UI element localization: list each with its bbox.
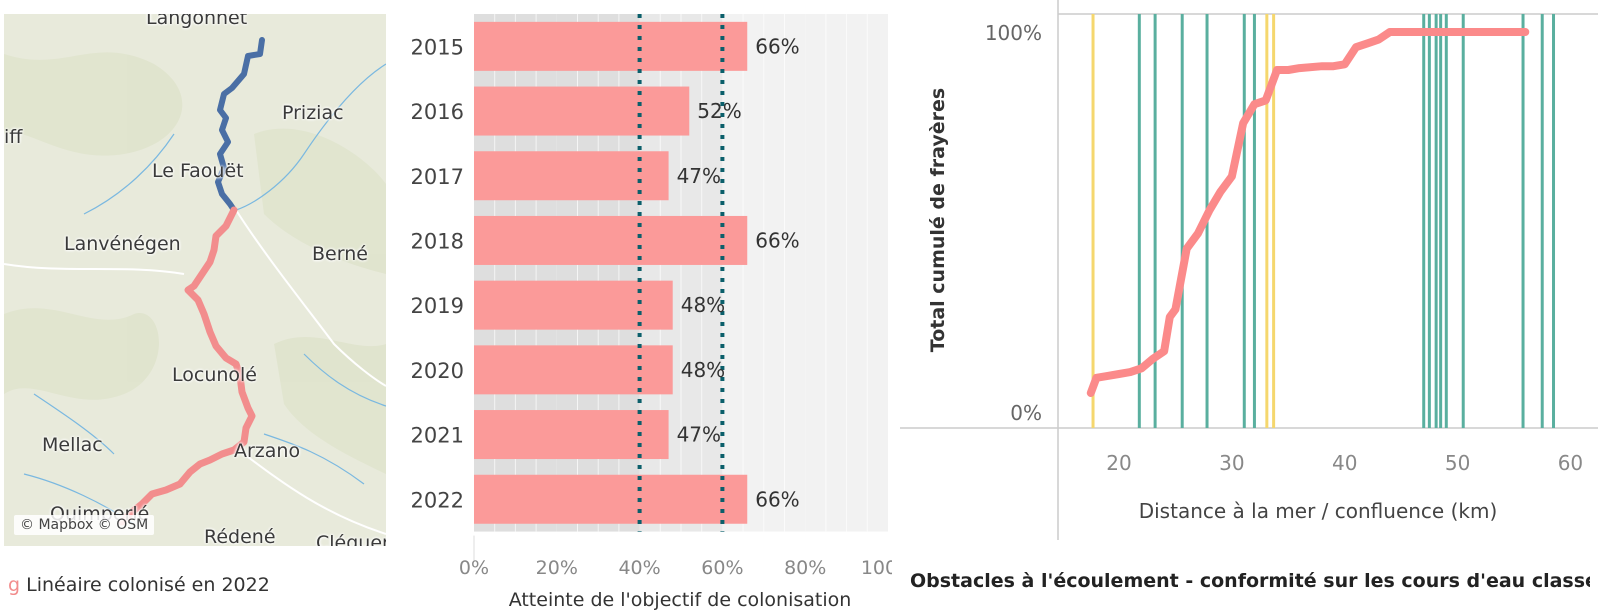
map-legend: g Linéaire colonisé en 2022: [8, 574, 270, 596]
map-label-locunole: Locunolé: [172, 364, 257, 386]
map-label-arzano: Arzano: [234, 440, 301, 462]
bar-chart-value-labels: 66% 52% 47% 66% 48% 48% 47% 66%: [677, 34, 800, 511]
map-attribution[interactable]: © Mapbox © OSM: [14, 515, 155, 535]
bar-x-tick-5: 100%: [861, 557, 892, 579]
bar-value-label-2021: 47%: [677, 423, 721, 447]
bar-2018: [474, 215, 748, 265]
obstacles-section-title: Obstacles à l'écoulement - conformité su…: [910, 570, 1590, 592]
map-label-langonnet: Langonnet: [146, 14, 248, 29]
map-label-cleguer: Cléguer: [316, 532, 386, 546]
line-chart-series: [1086, 28, 1530, 397]
map-label-priziac: Priziac: [282, 102, 344, 124]
bar-2022: [474, 474, 748, 524]
y-tick-0: 0%: [1010, 401, 1042, 425]
line-chart-y-axis-title: Total cumulé de frayères: [927, 88, 949, 352]
river-colonised-segment: [118, 206, 256, 526]
terrain-shading: [4, 52, 386, 474]
bar-value-label-2017: 47%: [677, 164, 721, 188]
map-label-iff: iff: [4, 126, 23, 148]
bar-2021: [474, 410, 669, 460]
bar-x-tick-2: 40%: [618, 557, 660, 579]
map-label-le-faouet: Le Faouët: [152, 160, 244, 182]
bar-value-label-2022: 66%: [755, 487, 799, 511]
bar-category-label-2021: 2021: [411, 424, 464, 448]
bar-chart-reference-lines: [637, 14, 725, 532]
colonisation-bar-chart: 66%52%47%66%48%48%47%66% 201520162017201…: [411, 14, 892, 611]
line-chart-y-ticks: 100% 0%: [985, 21, 1042, 425]
bar-category-label-2017: 2017: [411, 165, 464, 189]
cumulative-series-line-0: [1086, 28, 1530, 397]
x-tick-30: 30: [1219, 451, 1244, 475]
map-canvas: [4, 37, 386, 535]
bar-2016: [474, 86, 690, 136]
bar-x-tick-1: 20%: [536, 557, 578, 579]
cumulative-spawning-chart: 100% 0% 20 30 40 50 60 Total cumulé de frayèr…: [900, 0, 1598, 540]
line-chart-x-axis-title: Distance à la mer / confluence (km): [1139, 499, 1498, 523]
bar-category-label-2020: 2020: [411, 359, 464, 383]
bar-category-label-2016: 2016: [411, 100, 464, 124]
x-tick-20: 20: [1106, 451, 1131, 475]
bar-x-tick-0: 0%: [459, 557, 489, 579]
map-label-mellac: Mellac: [42, 434, 103, 456]
bar-value-label-2016: 52%: [697, 99, 741, 123]
bar-chart-x-axis-title: Atteinte de l'objectif de colonisation: [509, 589, 852, 611]
bar-chart-category-labels: 2015 2016 2017 2018 2019 2020 2021 2022: [411, 35, 464, 512]
y-tick-100: 100%: [985, 21, 1042, 45]
bar-category-label-2022: 2022: [411, 488, 464, 512]
legend-glyph: g: [8, 574, 21, 596]
bar-value-label-2018: 66%: [755, 228, 799, 252]
bar-x-tick-4: 80%: [784, 557, 826, 579]
bar-2015: [474, 21, 748, 71]
map-panel[interactable]: Langonnet Priziac iff Le Faouët Lanvénég…: [4, 14, 386, 546]
map-label-redene: Rédené: [204, 526, 276, 546]
bar-chart-x-ticks: 0% 20% 40% 60% 80% 100%: [459, 535, 892, 579]
roads: [4, 209, 386, 535]
bar-2020: [474, 345, 673, 395]
x-tick-40: 40: [1332, 451, 1357, 475]
bar-x-tick-3: 60%: [701, 557, 743, 579]
river-upstream-segment: [215, 37, 265, 213]
map-label-berne: Berné: [312, 243, 368, 265]
bar-2017: [474, 151, 669, 201]
bar-value-label-2015: 66%: [755, 34, 799, 58]
legend-text: Linéaire colonisé en 2022: [26, 574, 270, 596]
line-chart-obstacle-lines: [1091, 14, 1556, 428]
bar-category-label-2018: 2018: [411, 229, 464, 253]
bar-chart-bars: [474, 21, 748, 524]
bar-category-label-2015: 2015: [411, 35, 464, 59]
bar-value-label-2020: 48%: [681, 358, 725, 382]
bar-value-label-2019: 48%: [681, 293, 725, 317]
x-tick-50: 50: [1445, 451, 1470, 475]
bar-category-label-2019: 2019: [411, 294, 464, 318]
x-tick-60: 60: [1558, 451, 1583, 475]
map-label-lanvenegen: Lanvénégen: [64, 233, 181, 255]
line-chart-x-ticks: 20 30 40 50 60: [1106, 451, 1583, 475]
bar-2019: [474, 280, 673, 330]
line-chart-axes: [900, 0, 1598, 540]
